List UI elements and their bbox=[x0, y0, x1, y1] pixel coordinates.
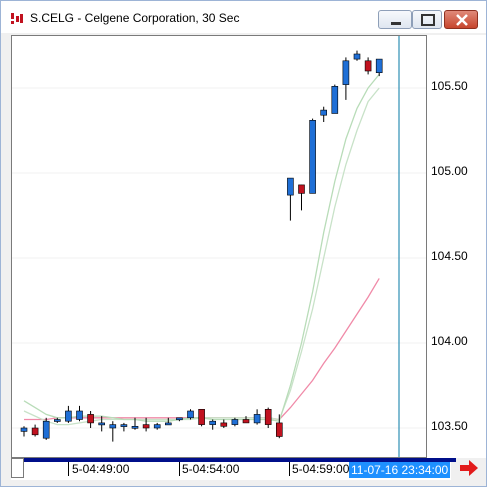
minimize-button[interactable] bbox=[378, 10, 412, 29]
time-scrollbar[interactable] bbox=[23, 458, 456, 462]
candle-up bbox=[342, 60, 350, 85]
candle-up bbox=[120, 424, 128, 427]
candle-up bbox=[42, 420, 50, 439]
candle-up bbox=[287, 177, 294, 196]
time-tick bbox=[68, 462, 69, 476]
candle-up bbox=[131, 425, 139, 429]
price-axis[interactable]: 105.50 105.00 104.50 104.00 103.50 bbox=[427, 35, 486, 458]
candle-up bbox=[153, 424, 161, 429]
candle-down bbox=[142, 424, 150, 429]
price-label: 104.50 bbox=[431, 249, 468, 263]
window-title: S.CELG - Celgene Corporation, 30 Sec bbox=[30, 11, 240, 25]
candle-up bbox=[353, 53, 361, 60]
candle-up bbox=[375, 58, 383, 73]
candle-down bbox=[298, 184, 305, 194]
candle-up bbox=[65, 410, 72, 422]
price-label: 104.00 bbox=[431, 334, 468, 348]
candle-down bbox=[242, 419, 250, 424]
title-bar[interactable]: S.CELG - Celgene Corporation, 30 Sec bbox=[1, 1, 486, 33]
scrollbar-handle[interactable] bbox=[11, 458, 24, 478]
ma-slow-line bbox=[24, 278, 380, 421]
price-label: 103.50 bbox=[431, 419, 468, 433]
candle-down bbox=[264, 408, 272, 425]
maximize-button[interactable] bbox=[412, 10, 442, 29]
minimize-icon bbox=[391, 22, 401, 25]
candle-up bbox=[331, 85, 339, 114]
time-label: 5-04:59:00 bbox=[292, 462, 350, 476]
time-tick bbox=[289, 462, 290, 476]
close-button[interactable] bbox=[444, 10, 478, 29]
time-tick bbox=[179, 462, 180, 476]
price-label: 105.00 bbox=[431, 164, 468, 178]
candle-up bbox=[53, 419, 61, 422]
candle-up bbox=[320, 109, 328, 116]
candle-up bbox=[309, 120, 316, 194]
price-label: 105.50 bbox=[431, 79, 468, 93]
ma-mid-line bbox=[23, 87, 380, 426]
candle-down bbox=[275, 422, 283, 437]
candle-down bbox=[198, 408, 205, 425]
candle-up bbox=[98, 422, 105, 426]
time-axis[interactable]: 5-04:49:00 5-04:54:00 5-04:59:00 11-07-1… bbox=[11, 458, 456, 480]
maximize-icon bbox=[421, 14, 435, 26]
cursor-time-readout: 11-07-16 23:34:00 bbox=[349, 462, 451, 478]
candle-up bbox=[109, 424, 117, 429]
time-label: 5-04:54:00 bbox=[182, 462, 240, 476]
close-icon bbox=[456, 14, 468, 26]
candle-up bbox=[165, 422, 172, 426]
time-label: 5-04:49:00 bbox=[72, 462, 130, 476]
candle-down bbox=[220, 422, 228, 427]
chart-plot-area[interactable] bbox=[11, 35, 427, 458]
candle-up bbox=[176, 417, 183, 421]
candle-up bbox=[187, 410, 194, 419]
candle-up bbox=[209, 420, 216, 425]
candle-down bbox=[31, 427, 39, 436]
candle-up bbox=[253, 414, 261, 424]
candles-app-icon bbox=[11, 13, 23, 24]
candle-up bbox=[76, 410, 83, 420]
candle-up bbox=[20, 427, 28, 432]
candle-up bbox=[231, 419, 239, 425]
candle-down bbox=[87, 414, 94, 424]
price-chart[interactable] bbox=[12, 36, 426, 457]
candle-down bbox=[364, 60, 372, 72]
right-arrow-icon[interactable] bbox=[459, 459, 479, 477]
